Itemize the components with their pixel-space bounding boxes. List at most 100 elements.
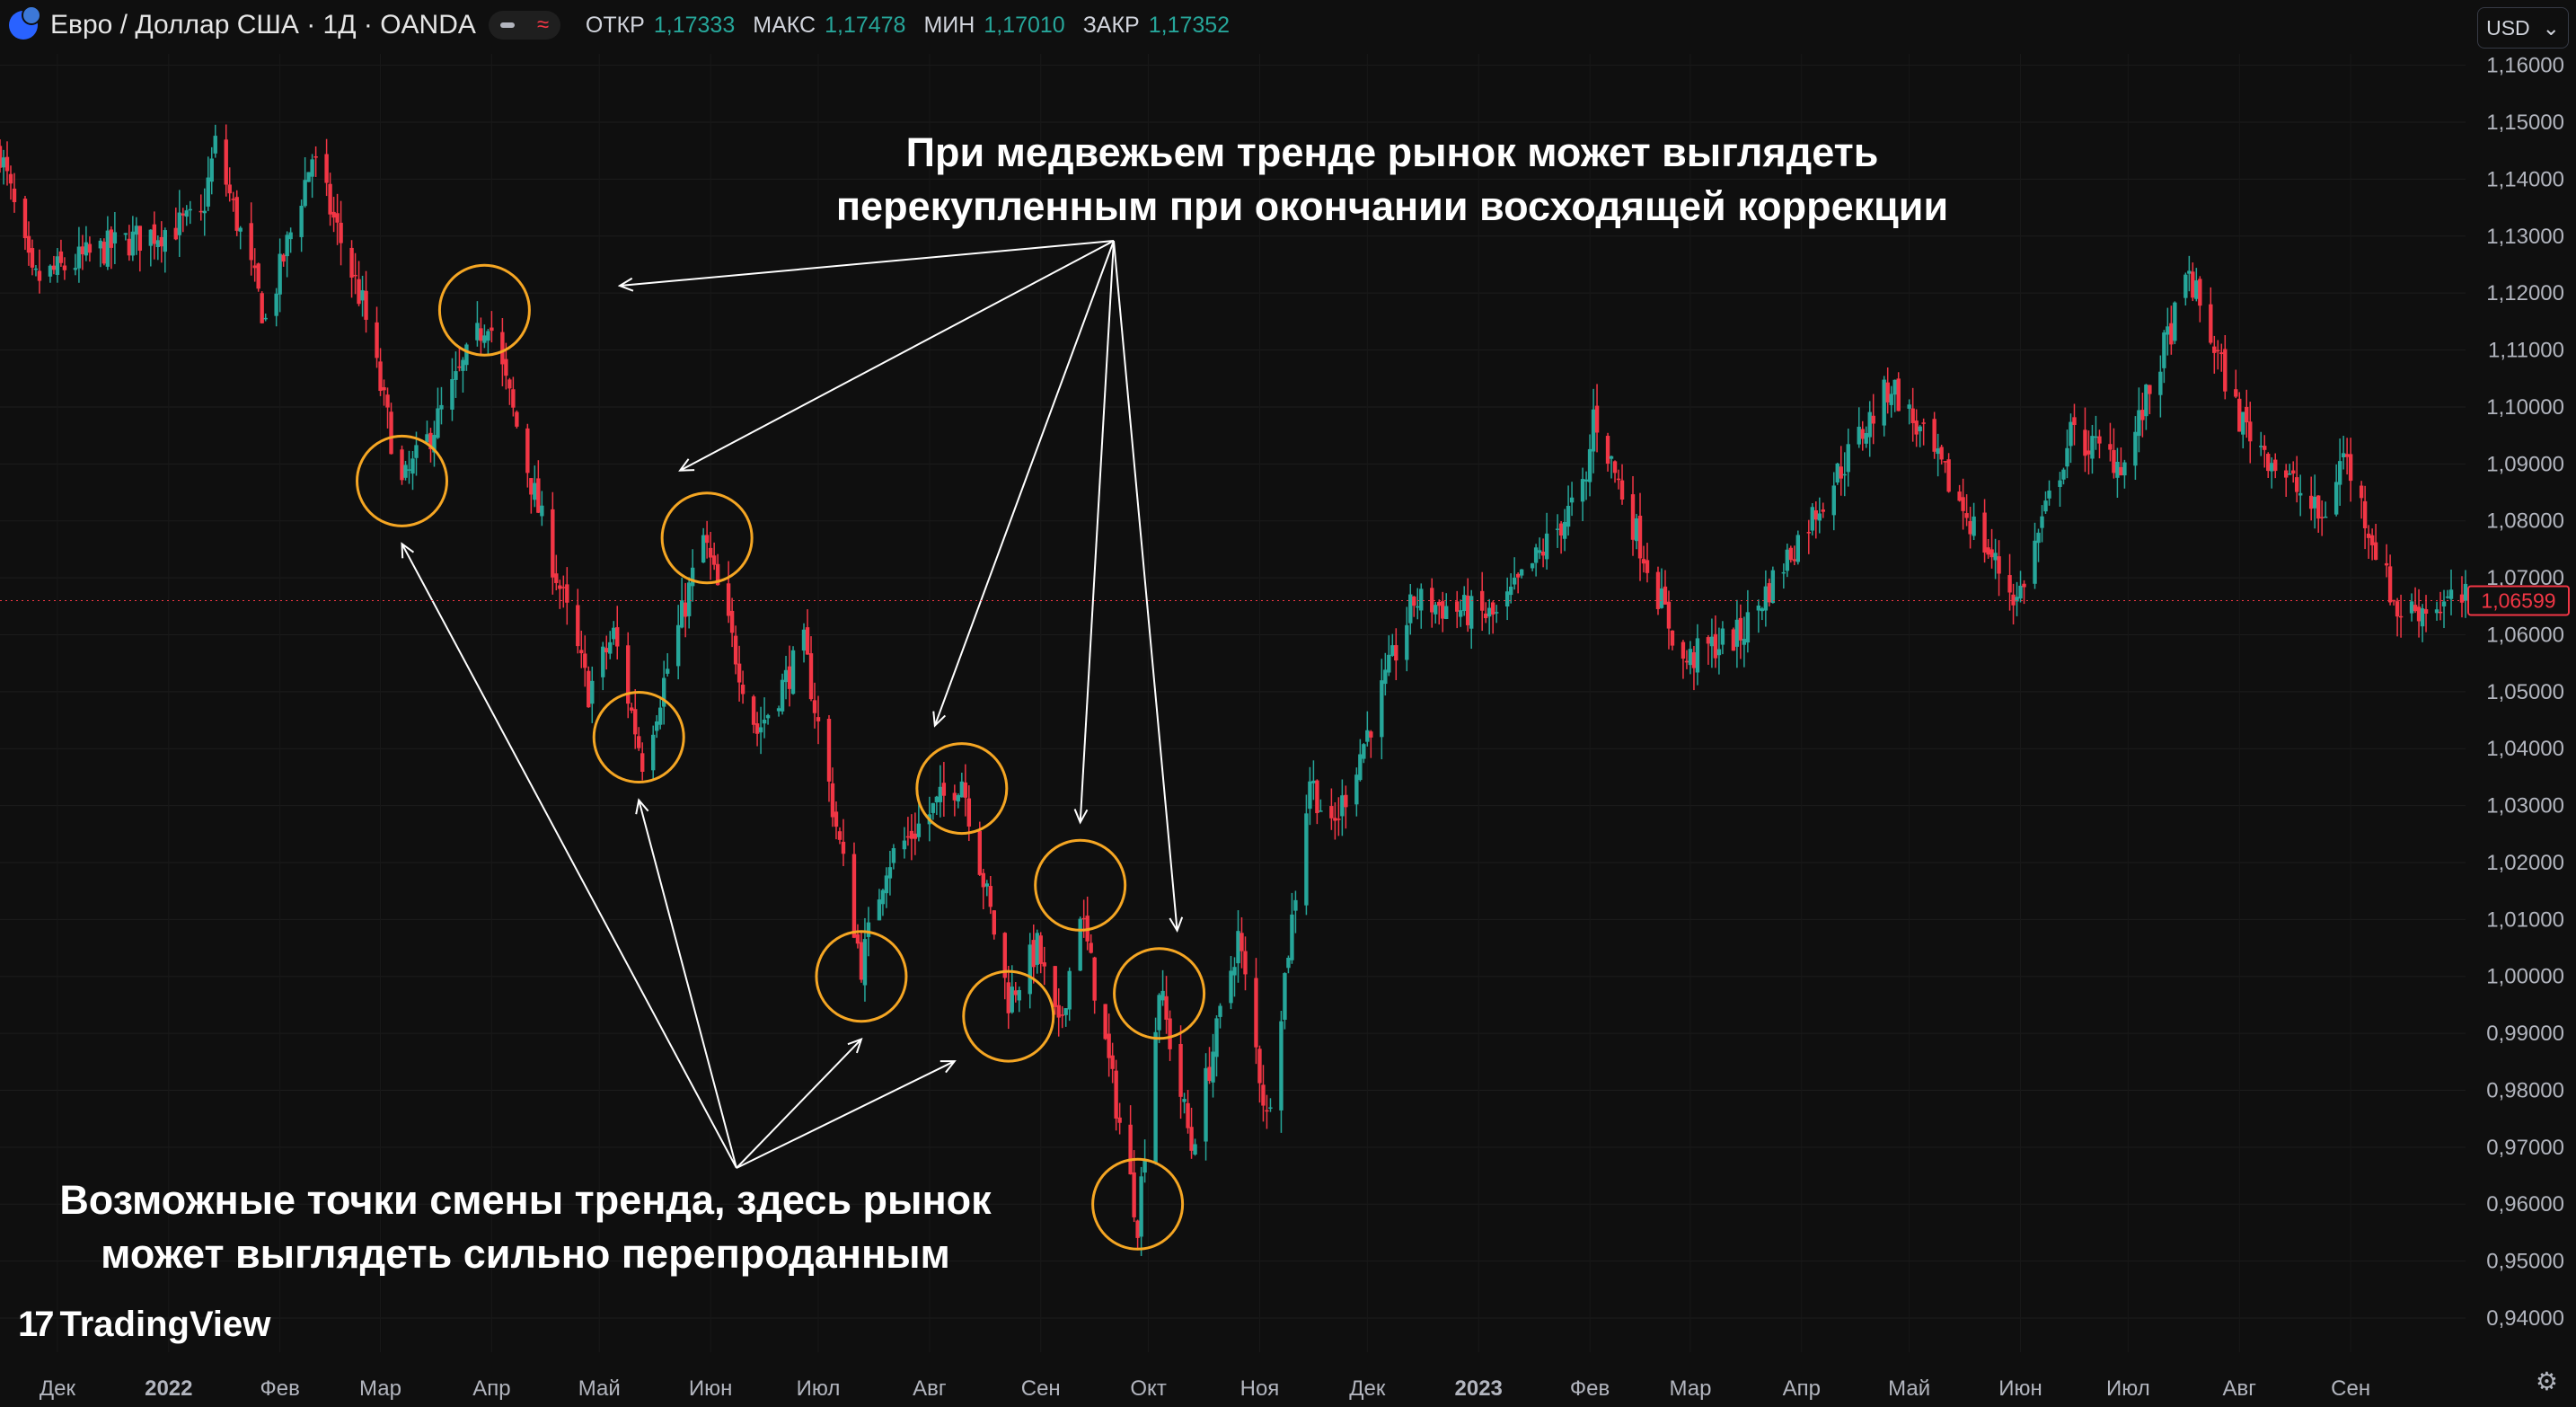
- candle-body: [500, 332, 505, 365]
- symbol-title[interactable]: Евро / Доллар США · 1Д · OANDA: [50, 10, 476, 40]
- candle-body: [1344, 794, 1348, 808]
- candle-body: [1957, 491, 1962, 501]
- annotation-arrow: [619, 240, 1115, 287]
- candle-body: [515, 411, 519, 427]
- candle-body: [2083, 429, 2087, 456]
- highlight-circle: [915, 742, 1009, 836]
- candle-body: [1821, 509, 1825, 512]
- candle-body: [1186, 1102, 1190, 1128]
- last-price-tag: [2467, 585, 2570, 616]
- candle-body: [1437, 601, 1442, 606]
- candle-body: [1394, 645, 1398, 661]
- candle-body: [558, 585, 562, 589]
- y-tick-label: 1,00000: [2486, 965, 2564, 989]
- y-tick-label: 1,14000: [2486, 167, 2564, 191]
- candle-body: [765, 714, 771, 719]
- tradingview-logo[interactable]: 17 TradingView: [18, 1305, 270, 1345]
- candle-body: [206, 177, 210, 207]
- candle-body: [410, 458, 415, 474]
- candle-body: [529, 478, 534, 495]
- candle-body: [184, 210, 189, 217]
- indicator-toggle[interactable]: ≈: [488, 11, 560, 40]
- candle-body: [2448, 589, 2454, 599]
- candle-body: [454, 371, 458, 380]
- candle-body: [364, 290, 368, 320]
- settings-gear-icon[interactable]: ⚙: [2535, 1367, 2558, 1395]
- candle-body: [626, 645, 631, 704]
- annotation-overbought-line-1: При медвежьем тренде рынок может выгляде…: [905, 129, 1879, 175]
- highlight-circles: [356, 263, 1206, 1251]
- candle-body: [475, 323, 480, 341]
- candle-body: [812, 700, 817, 713]
- chart-header: Евро / Доллар США · 1Д · OANDA ≈ ОТКР 1,1…: [0, 0, 1239, 50]
- candle-body: [227, 184, 232, 194]
- candle-body: [708, 547, 713, 558]
- candle-body: [1835, 463, 1839, 483]
- candle-body: [2266, 454, 2271, 472]
- candle-body: [913, 833, 918, 839]
- arrow-head: [1169, 916, 1184, 934]
- candle-body: [2337, 461, 2342, 485]
- currency-selector[interactable]: USD ⌄: [2477, 7, 2569, 49]
- candle-body: [686, 582, 692, 616]
- candle-body: [2018, 585, 2023, 599]
- candle-body: [902, 840, 907, 850]
- candle-body: [2263, 446, 2267, 450]
- candle-body: [1537, 550, 1542, 553]
- candle-body: [2040, 516, 2044, 528]
- ohlc-low-value: 1,17010: [984, 12, 1065, 38]
- y-tick-label: 1,02000: [2486, 851, 2564, 875]
- candle-body: [608, 642, 613, 654]
- candle-body: [841, 841, 846, 854]
- candle-body: [1157, 995, 1161, 1031]
- candle-body: [1390, 645, 1395, 656]
- x-tick-label: Июн: [1998, 1376, 2042, 1401]
- candle-body: [525, 428, 530, 473]
- candle-body: [274, 293, 278, 316]
- candle-body: [837, 831, 842, 840]
- candle-body: [1337, 819, 1341, 820]
- annotation-arrow: [736, 1039, 862, 1169]
- candle-body: [1441, 601, 1445, 619]
- candle-body: [2022, 583, 2026, 588]
- time-axis[interactable]: Дек 2022 Фев Мар Апр Май Июн Июл Авг Сен Окт Ноя Дек…: [40, 1376, 2370, 1401]
- x-tick-label: Мар: [359, 1376, 401, 1401]
- candle-body: [1889, 394, 1893, 405]
- candle-body: [504, 358, 508, 376]
- candle-body: [1135, 1220, 1140, 1238]
- arrow-head: [678, 458, 695, 472]
- candle-body: [1168, 1018, 1172, 1049]
- candle-body: [148, 229, 154, 246]
- candle-body: [1031, 940, 1036, 968]
- x-tick-label: Сен: [2331, 1376, 2370, 1401]
- candle-body: [726, 583, 731, 616]
- candle-body: [984, 883, 989, 887]
- candle-body: [2072, 417, 2077, 426]
- candle-body: [590, 680, 595, 704]
- candle-body: [612, 627, 616, 640]
- wave-icon: ≈: [537, 13, 550, 37]
- candle-body: [952, 792, 957, 801]
- candle-body: [1580, 479, 1585, 502]
- candle-body: [339, 222, 343, 243]
- candle-body: [1968, 520, 1972, 535]
- candle-body: [1566, 505, 1571, 527]
- candle-body: [2434, 609, 2439, 614]
- price-axis[interactable]: 1,16000 1,15000 1,14000 1,13000 1,12000 1,110…: [0, 54, 2570, 1331]
- candle-body: [2273, 459, 2278, 472]
- candle-body: [1218, 1005, 1222, 1017]
- candle-body: [1013, 990, 1018, 996]
- x-tick-label: Мар: [1669, 1376, 1711, 1401]
- candle-body: [1459, 610, 1463, 617]
- candle-body: [1508, 586, 1513, 596]
- candle-body: [152, 224, 157, 244]
- candle-body: [1734, 619, 1740, 647]
- candle-body: [2316, 495, 2321, 519]
- candle-body: [1107, 1033, 1111, 1058]
- candle-body: [2291, 470, 2296, 474]
- candle-body: [382, 386, 386, 391]
- highlight-circle: [660, 491, 754, 585]
- candle-body: [1239, 933, 1244, 951]
- x-tick-label: Апр: [472, 1376, 510, 1401]
